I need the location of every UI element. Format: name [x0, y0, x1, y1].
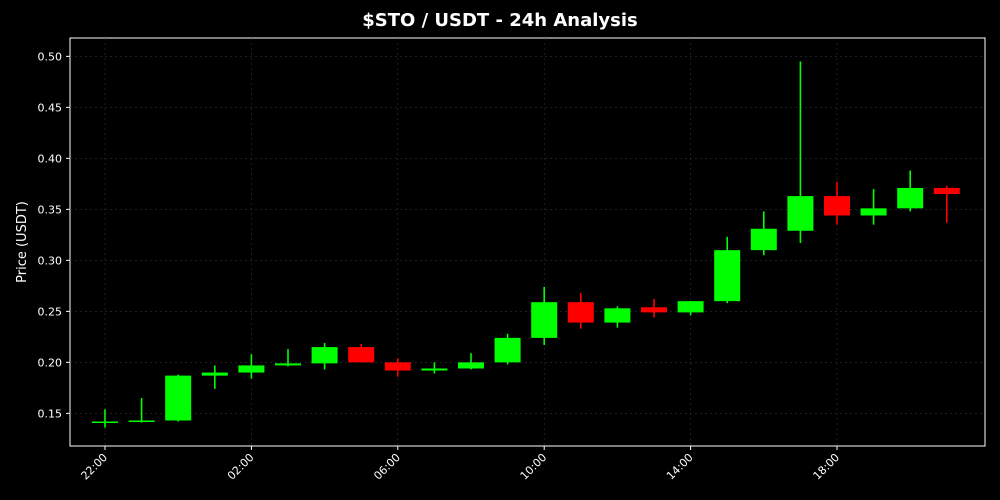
candle [275, 349, 301, 367]
candle [458, 353, 484, 370]
candle [933, 185, 960, 223]
x-tick-label: 14:00 [664, 451, 696, 483]
y-axis: 0.15 0.20 0.25 0.30 0.35 0.40 0.45 0.50 [38, 50, 70, 420]
candle-body [201, 372, 228, 376]
candle [787, 61, 814, 244]
candle-body [824, 196, 850, 216]
candle [92, 409, 118, 428]
candle-body [238, 365, 265, 373]
candle-body [897, 187, 924, 209]
candle [421, 362, 448, 374]
y-tick-label: 0.50 [38, 50, 63, 63]
x-tick-label: 10:00 [518, 451, 550, 483]
y-tick-label: 0.30 [38, 254, 63, 267]
candle [714, 236, 741, 304]
candle [604, 306, 631, 328]
y-tick-label: 0.40 [38, 152, 63, 165]
candle-body [567, 302, 594, 323]
candle-body [128, 420, 155, 422]
candle-body [714, 250, 741, 302]
candle [165, 374, 192, 422]
candle-body [860, 208, 887, 216]
candle [677, 301, 704, 316]
candle-body [787, 196, 814, 231]
candle [494, 333, 521, 365]
x-tick-label: 06:00 [371, 451, 403, 483]
candle [897, 170, 924, 212]
plot-area [69, 37, 986, 447]
candle [641, 299, 667, 318]
candles [92, 61, 960, 428]
y-tick-label: 0.35 [38, 203, 63, 216]
candle-body [531, 302, 558, 338]
candle [384, 358, 411, 377]
candle-body [458, 362, 484, 369]
y-tick-label: 0.15 [38, 407, 63, 420]
candle [824, 181, 850, 225]
y-axis-label: Price (USDT) [15, 201, 30, 283]
candle-body [348, 347, 375, 363]
candle-body [92, 421, 118, 424]
candle-body [750, 228, 777, 251]
candle-body [384, 362, 411, 371]
candle-body [604, 308, 631, 323]
candle-body [933, 187, 960, 195]
x-axis: 22:00 02:00 06:00 10:00 14:00 18:00 [79, 446, 843, 483]
y-tick-label: 0.20 [38, 356, 63, 369]
candle-body [165, 375, 192, 421]
candle [750, 211, 777, 256]
chart-title: $STO / USDT - 24h Analysis [362, 10, 638, 31]
candle-body [677, 301, 704, 313]
candle-body [421, 368, 448, 371]
candle [567, 293, 594, 329]
y-tick-label: 0.25 [38, 305, 63, 318]
candle-body [275, 363, 301, 366]
candle [238, 354, 265, 379]
candle [128, 398, 155, 423]
y-tick-label: 0.45 [38, 101, 63, 114]
x-tick-label: 18:00 [811, 451, 843, 483]
candle-body [641, 307, 667, 313]
candle [860, 188, 887, 225]
x-tick-label: 02:00 [225, 451, 257, 483]
candle [311, 342, 338, 370]
candle [531, 286, 558, 346]
candle-body [494, 337, 521, 363]
candle [348, 344, 375, 363]
candle [201, 365, 228, 389]
candle-body [311, 347, 338, 364]
x-tick-label: 22:00 [79, 451, 111, 483]
